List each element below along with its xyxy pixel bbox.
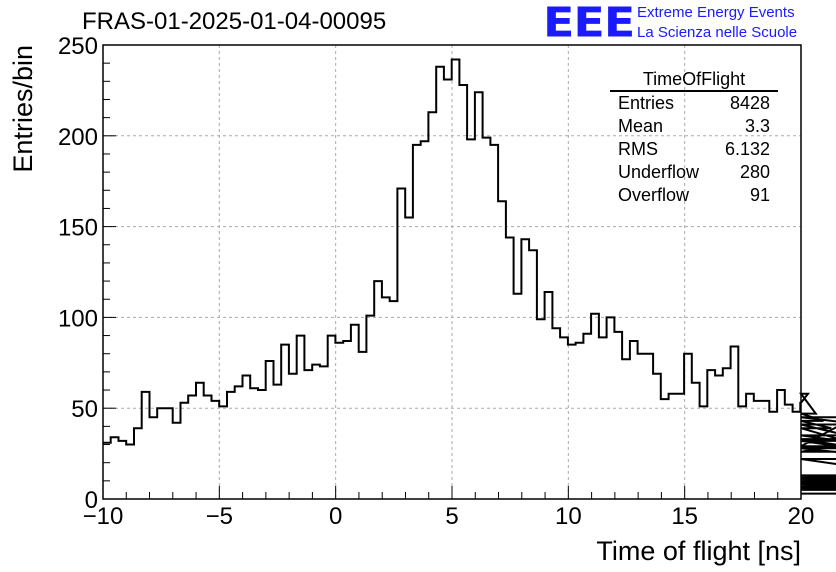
- histogram-series: [103, 58, 836, 495]
- grid-lines: [103, 45, 801, 499]
- x-tick-label: 5: [445, 503, 458, 530]
- y-tick-label: 200: [58, 124, 98, 151]
- stats-label: RMS: [618, 139, 658, 159]
- eee-logo: EEE: [543, 0, 635, 47]
- stats-row-entries: Entries 8428: [610, 92, 778, 115]
- y-axis-label: Entries/bin: [8, 45, 38, 173]
- stats-value: 3.3: [744, 116, 770, 136]
- x-tick-label: 15: [671, 503, 698, 530]
- stats-label: Mean: [618, 116, 664, 136]
- x-axis-label: Time of flight [ns]: [596, 536, 801, 566]
- x-tick-label: −10: [83, 503, 124, 530]
- y-tick-label: 250: [58, 33, 98, 60]
- logo-line-2: La Scienza nelle Scuole: [637, 24, 798, 41]
- stats-label: Underflow: [618, 162, 700, 182]
- x-tick-label: 20: [788, 503, 815, 530]
- y-tick-label: 0: [85, 487, 98, 514]
- stats-label: Entries: [618, 93, 675, 113]
- y-tick-label: 150: [58, 215, 98, 242]
- y-tick-label: 100: [58, 305, 98, 332]
- logo-text: Extreme Energy Events La Scienza nelle S…: [637, 3, 797, 43]
- stats-row-rms: RMS 6.132: [610, 138, 778, 161]
- stats-row-overflow: Overflow 91: [610, 184, 778, 207]
- x-tick-label: 10: [555, 503, 582, 530]
- x-tick-label: 0: [329, 503, 342, 530]
- chart-title: FRAS-01-2025-01-04-00095: [82, 8, 387, 35]
- stats-row-underflow: Underflow 280: [610, 161, 778, 184]
- stats-box: TimeOfFlight Entries 8428 Mean 3.3 RMS 6…: [610, 68, 778, 207]
- stats-value: 91: [749, 185, 770, 205]
- stats-title: TimeOfFlight: [610, 68, 778, 92]
- axis-ticks: [102, 44, 802, 500]
- stats-label: Overflow: [618, 185, 690, 205]
- stats-value: 280: [739, 162, 770, 182]
- stats-row-mean: Mean 3.3: [610, 115, 778, 138]
- stats-value: 8428: [729, 93, 770, 113]
- x-tick-label: −5: [206, 503, 233, 530]
- y-tick-label: 50: [71, 396, 98, 423]
- logo-line-1: Extreme Energy Events: [637, 4, 795, 21]
- stats-value: 6.132: [724, 139, 770, 159]
